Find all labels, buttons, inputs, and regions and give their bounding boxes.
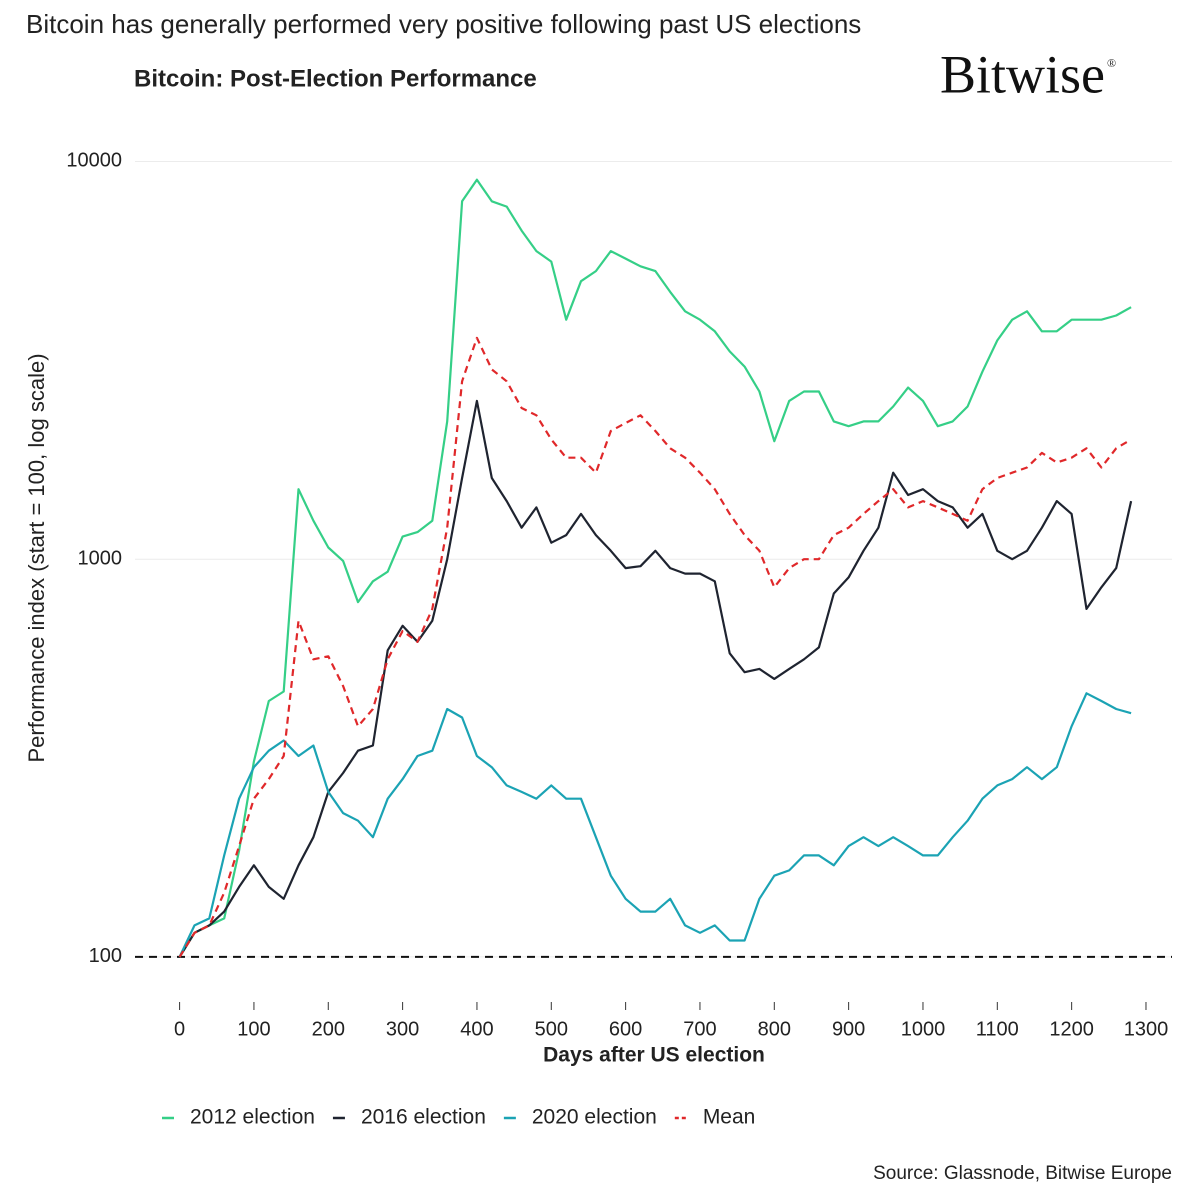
- x-tick-label: 400: [460, 1018, 493, 1040]
- x-tick-label: 200: [312, 1018, 345, 1040]
- legend-label: 2020 election: [532, 1106, 657, 1129]
- series-line: [178, 178, 1132, 958]
- y-tick-label: 1000: [78, 547, 123, 569]
- x-tick-label: 900: [832, 1018, 865, 1040]
- x-tick-label: 0: [174, 1018, 185, 1040]
- x-tick-label: 300: [386, 1018, 419, 1040]
- x-tick-label: 1200: [1049, 1018, 1094, 1040]
- x-tick-label: 700: [683, 1018, 716, 1040]
- legend-label: 2016 election: [361, 1106, 486, 1129]
- x-axis-label: Days after US election: [543, 1044, 765, 1067]
- x-tick-label: 500: [535, 1018, 568, 1040]
- legend-label: 2012 election: [190, 1106, 315, 1129]
- series-line: [178, 336, 1132, 958]
- logo-mark: ®: [1107, 56, 1116, 70]
- source: Source: Glassnode, Bitwise Europe: [873, 1163, 1172, 1184]
- y-axis-label: Performance index (start = 100, log scal…: [24, 353, 49, 762]
- subtitle: Bitcoin: Post-Election Performance: [134, 65, 537, 92]
- series-line: [178, 692, 1132, 958]
- x-tick-label: 600: [609, 1018, 642, 1040]
- x-tick-label: 1000: [901, 1018, 946, 1040]
- y-tick-label: 100: [89, 945, 122, 967]
- x-tick-label: 1100: [976, 1018, 1019, 1040]
- x-tick-label: 1300: [1124, 1018, 1169, 1040]
- x-tick-label: 800: [758, 1018, 791, 1040]
- logo: Bitwise: [940, 44, 1105, 104]
- y-tick-label: 10000: [66, 150, 122, 172]
- legend-label: Mean: [703, 1106, 756, 1129]
- title: Bitcoin has generally performed very pos…: [26, 9, 861, 39]
- series-line: [178, 399, 1133, 958]
- x-tick-label: 100: [237, 1018, 270, 1040]
